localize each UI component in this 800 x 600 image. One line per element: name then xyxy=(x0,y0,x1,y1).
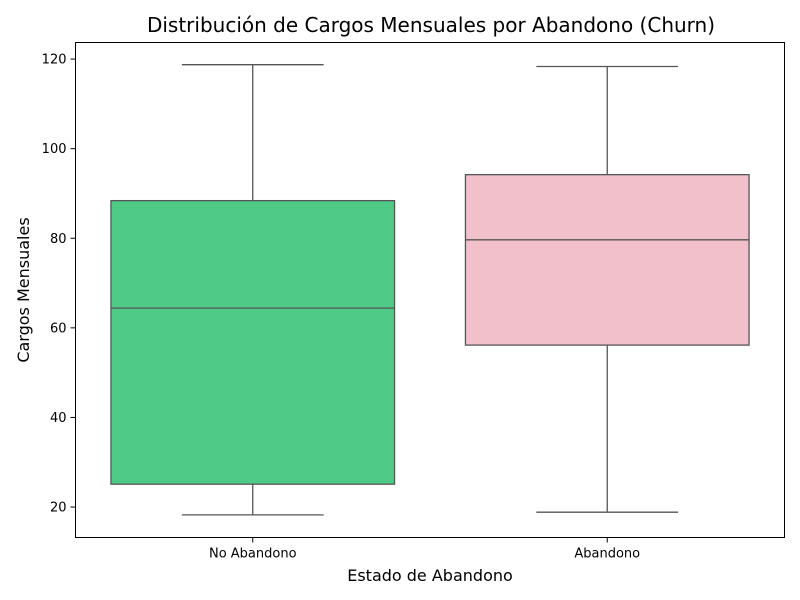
y-tick-label: 40 xyxy=(50,411,67,426)
y-tick-label: 120 xyxy=(42,53,67,68)
x-axis-label: Estado de Abandono xyxy=(347,566,513,585)
box-abandono xyxy=(464,173,750,346)
y-tick-label: 100 xyxy=(42,142,67,157)
chart-title: Distribución de Cargos Mensuales por Aba… xyxy=(147,13,715,37)
box-no-abandono xyxy=(110,199,396,485)
y-tick-label: 60 xyxy=(50,321,67,336)
plot-frame xyxy=(75,42,785,538)
y-tick-label: 80 xyxy=(50,232,67,247)
x-tick-label: No Abandono xyxy=(209,547,297,562)
x-tick-label: Abandono xyxy=(574,547,640,562)
y-axis-label: Cargos Mensuales xyxy=(14,217,33,362)
y-tick-label: 20 xyxy=(50,501,67,516)
plot-area: 20 40 60 80 100 120 No Abandono Abandono xyxy=(42,53,750,562)
